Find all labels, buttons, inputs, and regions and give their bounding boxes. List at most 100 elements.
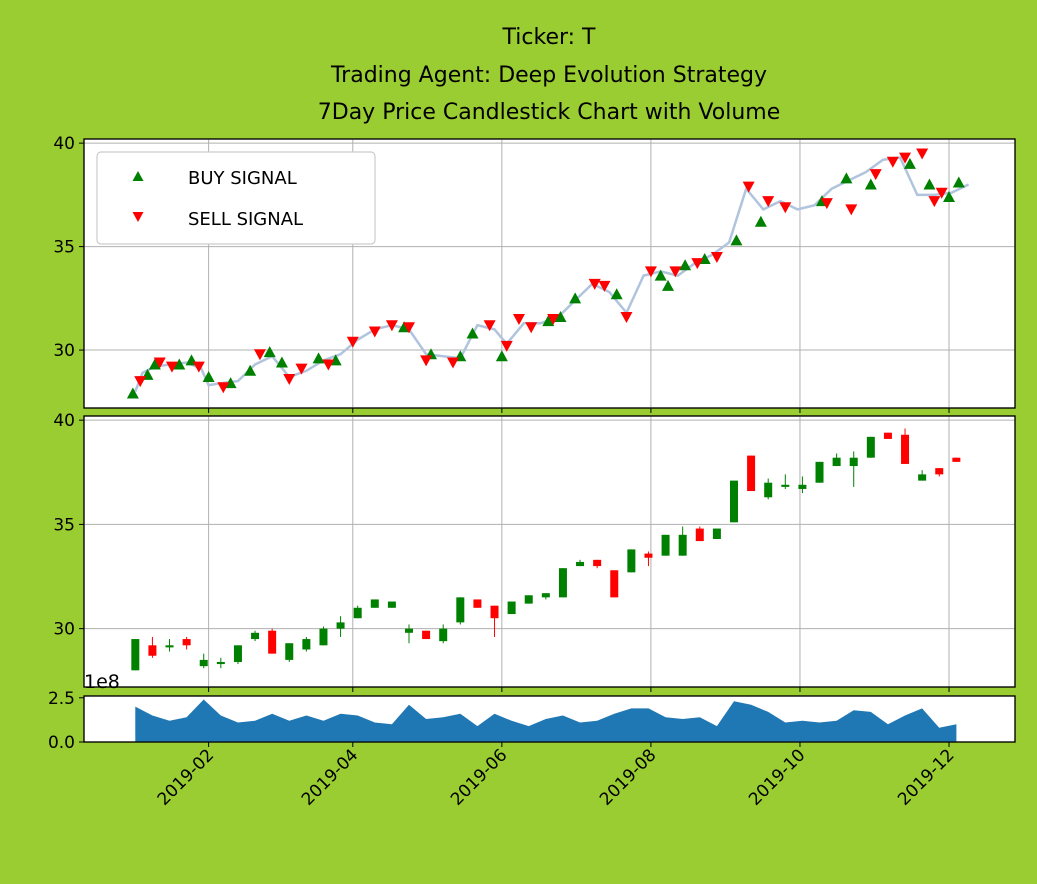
buy-signal-marker	[698, 253, 711, 265]
candle-body	[131, 639, 140, 671]
candle-body	[302, 639, 311, 650]
volume-panel-border	[83, 695, 1016, 743]
candle-body	[490, 605, 499, 619]
candle-body	[148, 645, 157, 656]
sell-signal-marker	[153, 357, 166, 369]
candle	[336, 616, 345, 637]
sell-signal-marker	[483, 320, 496, 332]
sell-signal-marker	[368, 326, 381, 338]
sell-signal-marker	[869, 169, 882, 181]
candle	[216, 657, 225, 669]
sell-signal-marker	[779, 202, 792, 214]
sell-signal-marker	[935, 187, 948, 199]
sell-signal-markers	[134, 148, 948, 394]
candle	[695, 526, 704, 542]
volume-scale-label: 1e8	[84, 671, 120, 693]
buy-signal-marker	[312, 352, 325, 364]
sell-signal-marker	[385, 320, 398, 332]
sell-signal-marker	[916, 148, 929, 160]
x-tick-label: 2019-04	[298, 745, 362, 809]
buy-signal-marker	[466, 327, 479, 339]
buy-signal-marker	[679, 259, 692, 271]
x-tick-label: 2019-10	[745, 745, 809, 809]
candlesticks	[131, 428, 961, 671]
candle	[302, 636, 311, 652]
buy-signal-marker	[148, 358, 161, 370]
candle-grid	[84, 416, 1015, 687]
candle-y-axis: 30 35 40	[53, 411, 84, 640]
candle-body	[712, 528, 721, 539]
x-tick-label: 2019-02	[154, 745, 218, 809]
candle-y-tick-label: 40	[53, 411, 75, 431]
price-y-tick-label: 35	[53, 238, 75, 258]
legend-sell-marker	[132, 212, 144, 222]
price-panel-border	[83, 138, 1016, 409]
candle-panel	[83, 415, 1016, 688]
candle	[815, 461, 824, 483]
candle	[901, 428, 910, 464]
legend-buy-label: BUY SIGNAL	[188, 168, 297, 189]
buy-signal-marker	[662, 279, 675, 291]
candle	[798, 476, 807, 494]
candle	[952, 457, 961, 462]
candle	[473, 599, 482, 608]
buy-signal-marker	[126, 387, 139, 399]
volume-y-tick-label: 0.0	[48, 733, 75, 753]
buy-signal-marker	[495, 350, 508, 362]
buy-signal-marker	[329, 354, 342, 366]
buy-signal-marker	[554, 310, 567, 322]
candle	[576, 559, 585, 567]
candle	[165, 639, 174, 652]
candle-body	[849, 457, 858, 467]
candle	[422, 630, 431, 640]
candle	[251, 630, 260, 642]
buy-signal-marker	[864, 178, 877, 190]
candle	[781, 474, 790, 489]
legend-buy-marker	[132, 171, 144, 181]
candle-body	[199, 659, 208, 667]
candle	[712, 528, 721, 539]
candle-body	[883, 432, 892, 439]
buy-signal-marker	[654, 269, 667, 281]
candle-body	[678, 534, 687, 556]
price-y-tick-label: 40	[53, 134, 75, 154]
sell-signal-marker	[420, 355, 433, 367]
candle-body	[541, 593, 550, 598]
candle	[353, 605, 362, 619]
candle	[918, 470, 927, 481]
candle-body	[251, 632, 260, 640]
sell-signal-marker	[644, 266, 657, 278]
candle-body	[661, 534, 670, 556]
title-line-1: Ticker: T	[502, 25, 597, 50]
candle	[661, 534, 670, 556]
candle	[199, 653, 208, 669]
candle	[319, 626, 328, 646]
candle-body	[832, 457, 841, 467]
candle-body	[593, 559, 602, 567]
candle-body	[695, 528, 704, 542]
sell-signal-marker	[295, 363, 308, 375]
candle	[387, 601, 396, 608]
candle	[268, 628, 277, 654]
candle-body	[901, 434, 910, 464]
candle-body	[815, 461, 824, 483]
candle-body	[747, 455, 756, 492]
candle-body	[918, 474, 927, 481]
legend: BUY SIGNAL SELL SIGNAL	[96, 151, 376, 245]
candle	[764, 478, 773, 500]
candle-body	[422, 630, 431, 640]
candle	[866, 436, 875, 458]
legend-sell-label: SELL SIGNAL	[188, 209, 303, 230]
sell-signal-marker	[165, 361, 178, 373]
sell-signal-marker	[547, 314, 560, 326]
buy-signal-marker	[943, 190, 956, 202]
price-y-tick-label: 30	[53, 341, 75, 361]
candle-body	[165, 645, 174, 648]
buy-signal-marker	[263, 346, 276, 358]
sell-signal-marker	[710, 251, 723, 263]
candle	[456, 597, 465, 625]
x-tick-label: 2019-08	[596, 745, 660, 809]
legend-box	[96, 151, 376, 245]
sell-signal-marker	[525, 322, 538, 334]
candle-y-tick-label: 30	[53, 620, 75, 640]
